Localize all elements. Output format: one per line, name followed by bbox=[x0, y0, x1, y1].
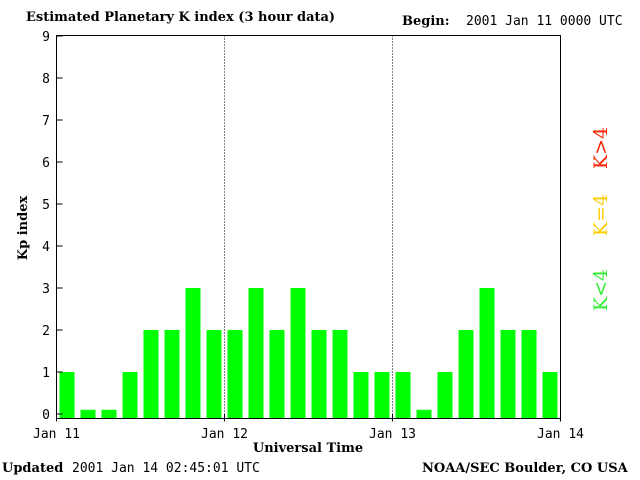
legend-item: K=4 bbox=[590, 194, 612, 236]
kp-bar bbox=[458, 330, 474, 419]
kp-bar bbox=[59, 372, 75, 419]
y-tick-label: 5 bbox=[42, 198, 50, 213]
kp-bar bbox=[269, 330, 285, 419]
y-axis-label: Kp index bbox=[16, 196, 31, 261]
kp-bar bbox=[185, 288, 201, 419]
plot-frame bbox=[56, 35, 561, 419]
kp-bar bbox=[374, 372, 390, 419]
kp-bar bbox=[479, 288, 495, 419]
y-tick-label: 9 bbox=[42, 30, 50, 45]
kp-bar bbox=[311, 330, 327, 419]
y-tick-label: 8 bbox=[42, 72, 50, 87]
y-tick-label: 6 bbox=[42, 156, 50, 171]
kp-bar bbox=[521, 330, 537, 419]
kp-bar bbox=[101, 409, 117, 419]
kp-bar bbox=[206, 330, 222, 419]
kp-bar bbox=[290, 288, 306, 419]
begin-value: 2001 Jan 11 0000 UTC bbox=[466, 14, 623, 29]
kp-bar bbox=[122, 372, 138, 419]
y-tick-label: 2 bbox=[42, 324, 50, 339]
kp-bar bbox=[416, 409, 432, 419]
kp-bar bbox=[80, 409, 96, 419]
updated-label: Updated bbox=[2, 461, 64, 476]
kp-bar bbox=[500, 330, 516, 419]
kp-bar bbox=[227, 330, 243, 419]
y-tick-label: 7 bbox=[42, 114, 50, 129]
y-tick-label: 3 bbox=[42, 282, 50, 297]
kp-bar bbox=[437, 372, 453, 419]
x-tick-label: Jan 14 bbox=[537, 427, 584, 442]
kp-bar bbox=[395, 372, 411, 419]
kp-bar bbox=[353, 372, 369, 419]
kp-bar bbox=[248, 288, 264, 419]
x-tick-label: Jan 12 bbox=[201, 427, 248, 442]
kp-bar bbox=[164, 330, 180, 419]
x-tick-label: Jan 13 bbox=[369, 427, 416, 442]
x-tick-label: Jan 11 bbox=[33, 427, 80, 442]
y-tick-label: 4 bbox=[42, 240, 50, 255]
source-credit: NOAA/SEC Boulder, CO USA bbox=[422, 461, 628, 476]
x-axis-label: Universal Time bbox=[253, 441, 363, 456]
updated-value: 2001 Jan 14 02:45:01 UTC bbox=[72, 461, 260, 476]
kp-bar bbox=[332, 330, 348, 419]
begin-label: Begin: bbox=[402, 14, 450, 29]
y-tick-label: 1 bbox=[42, 366, 50, 381]
kp-bar bbox=[542, 372, 558, 419]
y-tick-label: 0 bbox=[42, 408, 50, 423]
legend-item: K>4 bbox=[590, 127, 612, 169]
chart-title: Estimated Planetary K index (3 hour data… bbox=[26, 10, 336, 25]
kp-bar bbox=[143, 330, 159, 419]
legend-item: K<4 bbox=[590, 269, 612, 311]
